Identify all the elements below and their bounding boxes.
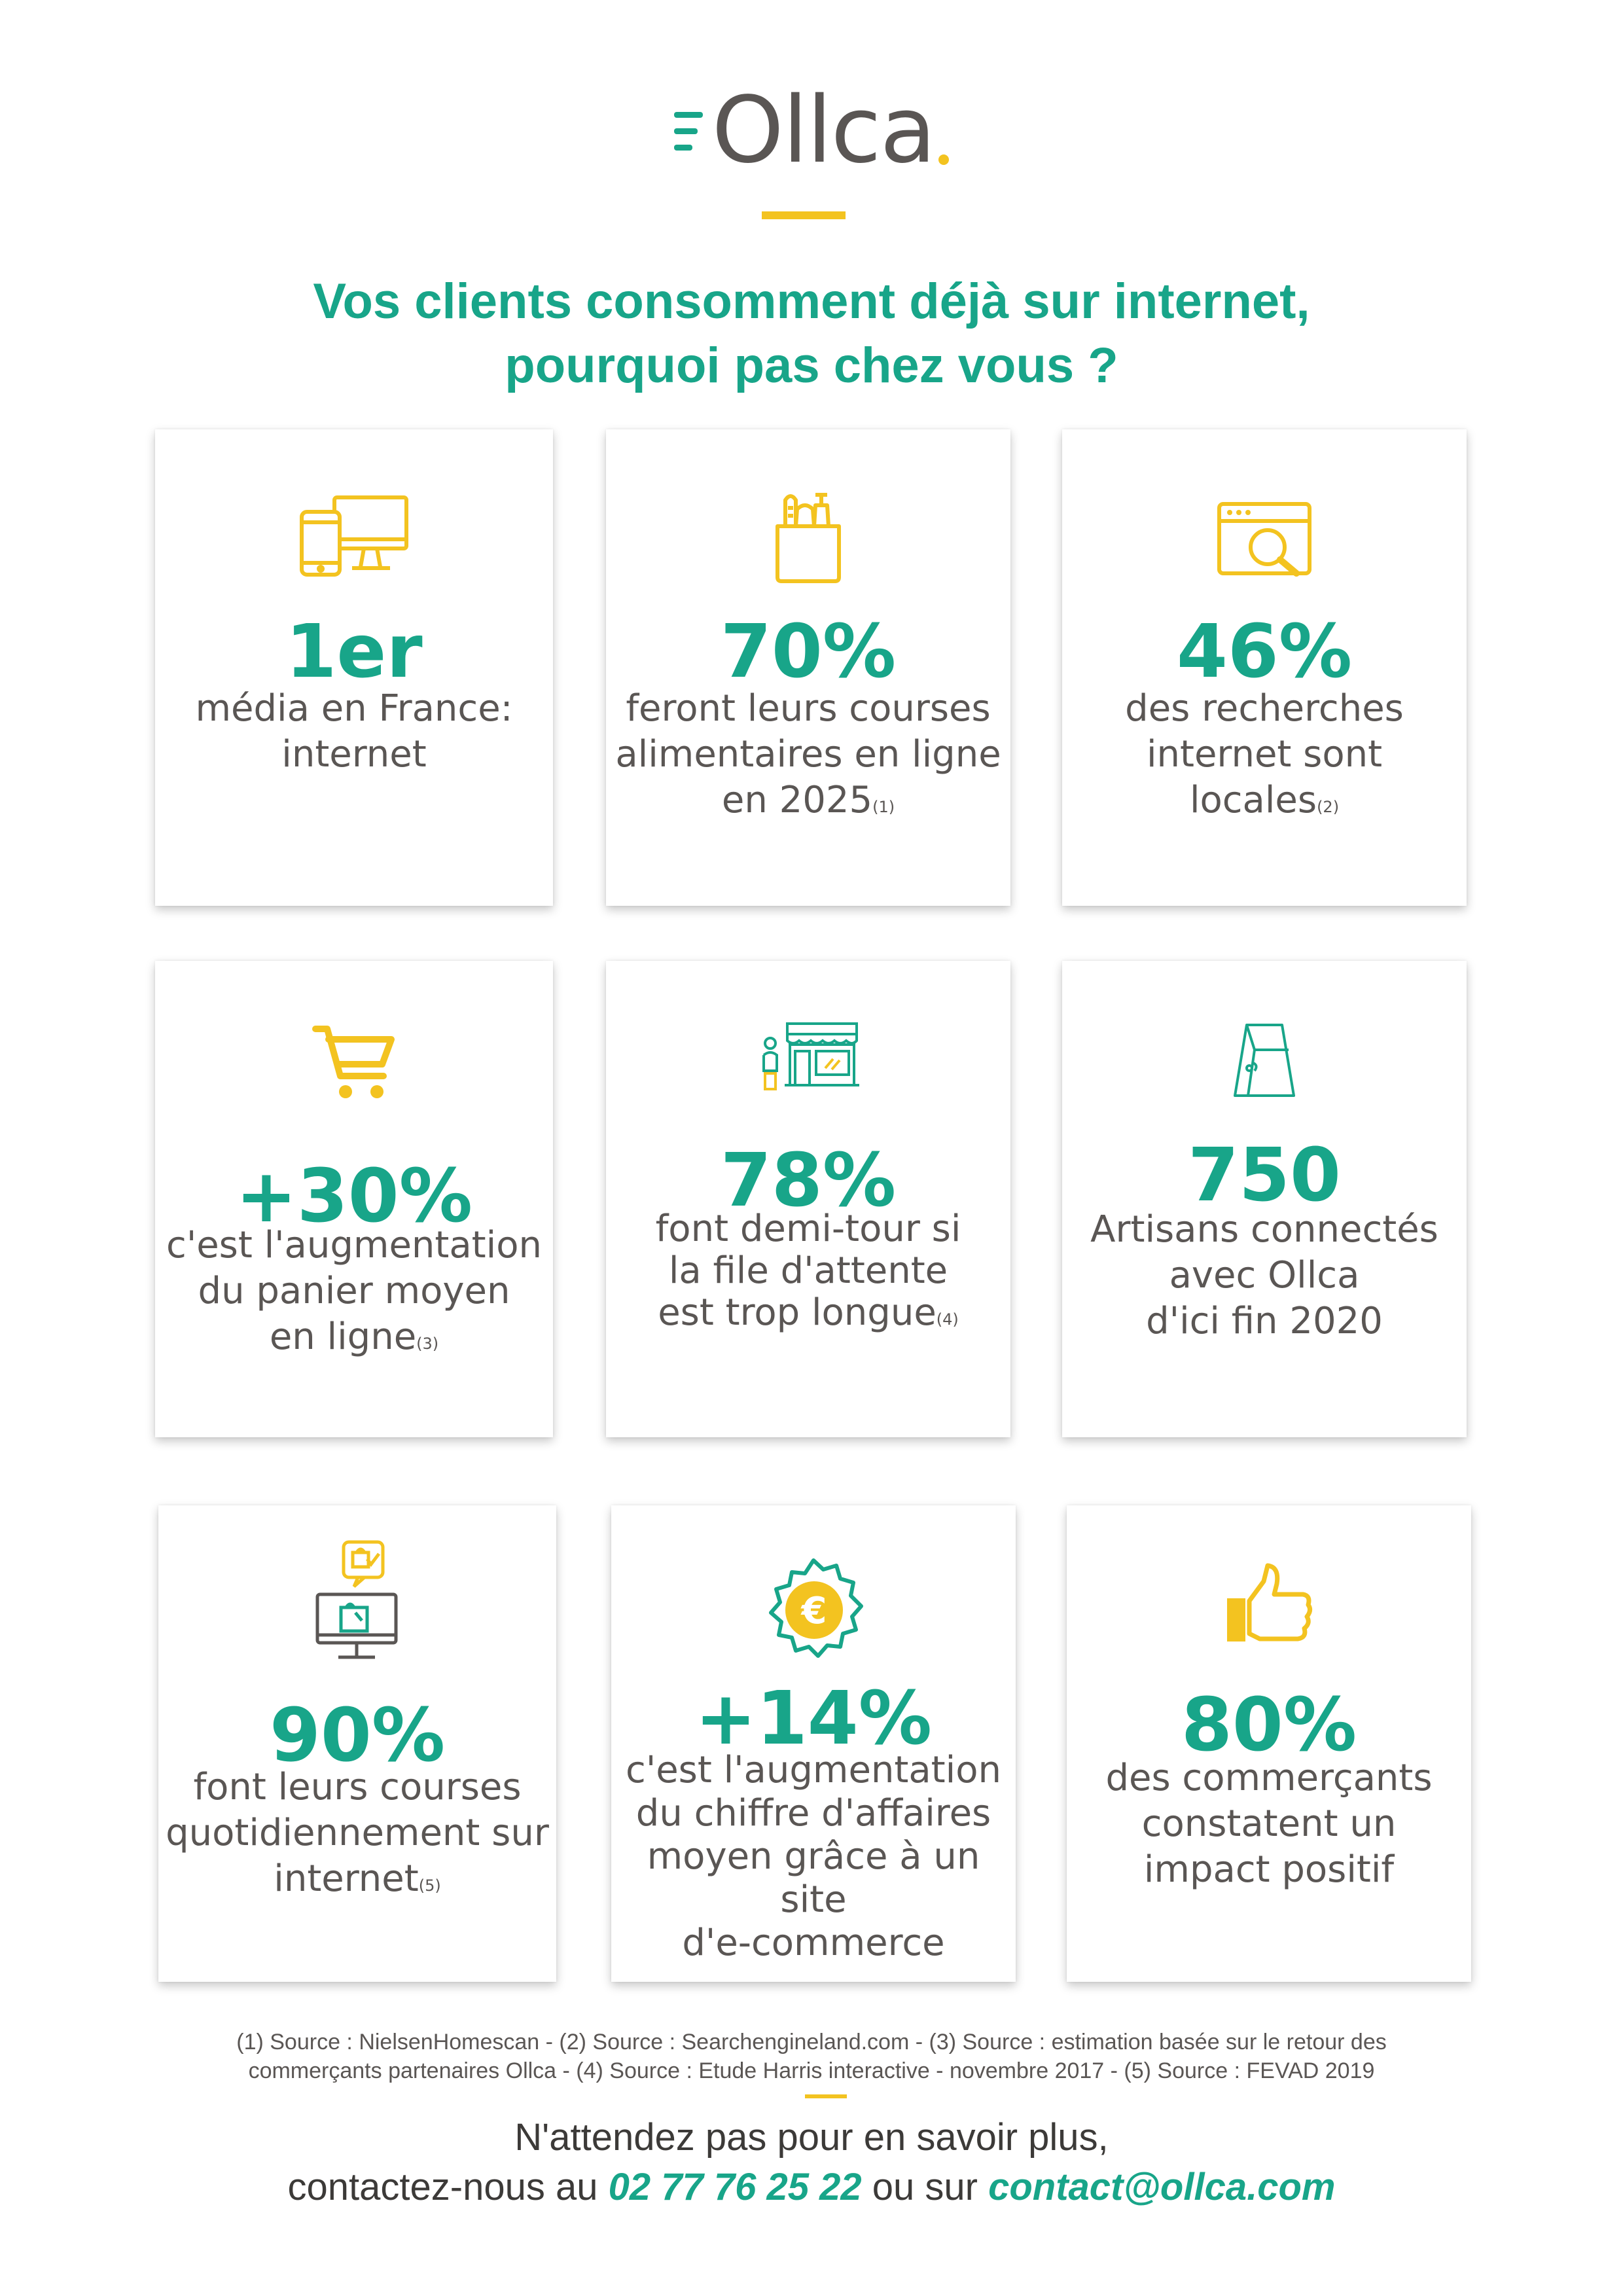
online-shopping-icon	[315, 1540, 398, 1659]
devices-icon	[300, 495, 408, 577]
stat-card-cart: +30% c'est l'augmentation du panier moyen…	[155, 961, 553, 1437]
storefront-icon	[762, 1022, 859, 1090]
logo-text: Ollca	[711, 77, 936, 184]
stat-value: 80%	[1181, 1683, 1357, 1768]
stat-card-artisans: 750 Artisans connectés avec Ollca d'ici fi…	[1062, 961, 1467, 1437]
stat-value: +14%	[695, 1676, 932, 1761]
page-headline: Vos clients consomment déjà sur internet…	[0, 270, 1623, 398]
stat-value: 78%	[720, 1138, 897, 1223]
stat-description: des commerçants constatent un impact posit…	[1105, 1757, 1433, 1891]
stat-card-local-search: 46% des recherches internet sont locales(2…	[1062, 429, 1467, 906]
stat-description: font demi-tour si la file d'attente est tr…	[655, 1208, 961, 1334]
stat-description: c'est l'augmentation du chiffre d'affaire…	[626, 1749, 1001, 1964]
speed-lines-icon	[673, 112, 703, 151]
shopping-cart-icon	[312, 1026, 395, 1098]
stat-value: +30%	[236, 1154, 473, 1239]
stat-value: 90%	[269, 1693, 446, 1778]
browser-search-icon	[1217, 502, 1311, 577]
email-link[interactable]: contact@ollca.com	[988, 2166, 1336, 2208]
phone-link[interactable]: 02 77 76 25 22	[608, 2166, 862, 2208]
sources-footnote: (1) Source : NielsenHomescan - (2) Sourc…	[236, 2030, 1387, 2083]
stat-card-media: 1er média en France: internet	[155, 429, 553, 906]
stat-card-revenue: € +14% c'est l'augmentation du chiffre d'…	[611, 1505, 1016, 1982]
stat-description: des recherches internet sont locales(2)	[1125, 687, 1404, 821]
stat-value: 70%	[720, 609, 897, 694]
header-divider	[762, 211, 846, 219]
svg-text:€: €	[800, 1590, 827, 1632]
stat-card-queue: 78% font demi-tour si la file d'attente es…	[606, 961, 1010, 1437]
stat-description: Artisans connectés avec Ollca d'ici fin 20…	[1090, 1208, 1438, 1342]
stat-card-daily: 90% font leurs courses quotidiennement su…	[158, 1505, 556, 1982]
thumbs-up-icon	[1227, 1563, 1313, 1641]
footer-divider	[805, 2094, 847, 2098]
headline-line-1: Vos clients consomment déjà sur internet…	[313, 274, 1310, 329]
euro-badge-icon: €	[769, 1558, 863, 1658]
stat-description: c'est l'augmentation du panier moyen en li…	[166, 1224, 542, 1358]
grocery-bag-icon	[776, 493, 841, 583]
contact-cta: N'attendez pas pour en savoir plus, cont…	[287, 2116, 1336, 2208]
stat-value: 46%	[1176, 609, 1353, 694]
stat-description: média en France: internet	[195, 687, 513, 776]
stat-card-grocery: 70% feront leurs courses alimentaires en …	[606, 429, 1010, 906]
stat-card-positive: 80% des commerçants constatent un impact p…	[1067, 1505, 1471, 1982]
stat-value: 750	[1188, 1133, 1341, 1218]
stat-value: 1er	[285, 609, 423, 694]
ollca-logo: Ollca	[0, 85, 1623, 177]
cta-line-1: N'attendez pas pour en savoir plus,	[514, 2116, 1109, 2159]
stat-description: font leurs courses quotidiennement sur int…	[166, 1766, 549, 1900]
logo-dot	[938, 154, 950, 165]
stat-description: feront leurs courses alimentaires en lign…	[615, 687, 1001, 821]
paper-bag-icon	[1234, 1024, 1295, 1097]
headline-line-2: pourquoi pas chez vous ?	[505, 338, 1118, 393]
